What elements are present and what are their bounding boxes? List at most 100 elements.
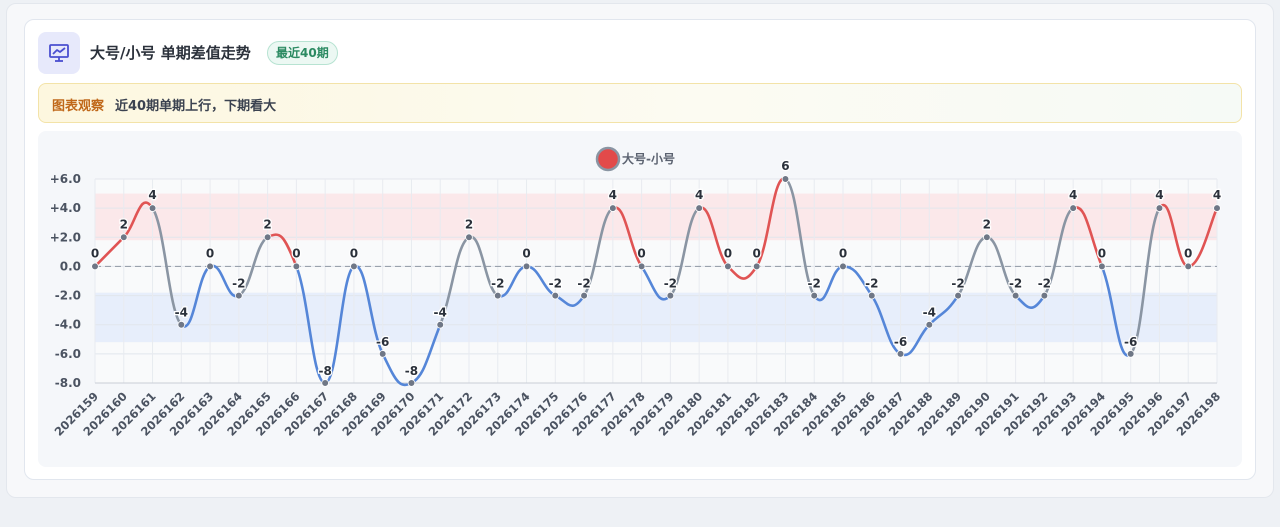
data-point [695, 204, 703, 212]
data-label: -2 [1009, 277, 1022, 291]
chart-area: +6.0 +4.0 +2.0 0.0 -2.0 -4.0 -6.0 -8.0 2026159 20… [38, 131, 1242, 467]
data-point [91, 262, 99, 271]
data-label: -2 [549, 277, 562, 291]
data-label: 0 [522, 246, 530, 260]
data-label: -6 [894, 335, 907, 349]
data-point [810, 291, 819, 300]
data-label: 4 [609, 188, 617, 202]
y-tick-label: +6.0 [50, 172, 81, 186]
data-point [177, 320, 186, 329]
series-line-segment [784, 177, 816, 297]
data-label: 0 [724, 246, 732, 260]
data-point [119, 233, 128, 242]
y-tick-label: +2.0 [50, 230, 81, 244]
observation-label: 图表观察 [52, 99, 105, 114]
observation-text: 近40期单期上行，下期看大 [115, 99, 277, 114]
series-line-segment [1158, 203, 1190, 268]
y-tick-label: -6.0 [55, 347, 81, 361]
data-point [983, 233, 991, 242]
data-label: -4 [434, 306, 447, 320]
data-point [724, 262, 732, 271]
y-tick-label: -8.0 [55, 376, 81, 390]
series-line-segment [323, 265, 356, 385]
data-point [609, 204, 617, 212]
y-tick-label: 0.0 [60, 259, 81, 273]
data-point [580, 291, 588, 300]
data-label: 4 [1069, 188, 1077, 202]
data-label: -6 [1124, 335, 1137, 349]
data-point [1040, 291, 1049, 300]
data-label: 0 [637, 246, 645, 260]
data-label: -6 [376, 335, 389, 349]
series-line-segment [669, 206, 701, 297]
line-chart: +6.0+4.0+2.00.0-2.0-4.0-6.0-8.0202615920… [50, 146, 1223, 439]
data-label: -2 [664, 277, 677, 291]
data-point [781, 175, 790, 183]
data-label: -4 [175, 306, 188, 320]
data-point [551, 291, 560, 300]
data-label: -2 [951, 277, 964, 291]
data-point [1126, 350, 1135, 358]
data-point [407, 379, 416, 387]
data-point [465, 233, 473, 242]
data-label: 0 [350, 246, 358, 260]
series-line-segment [151, 206, 183, 327]
data-point [637, 262, 646, 271]
data-point [235, 291, 243, 300]
data-point [206, 262, 214, 271]
data-point [666, 291, 675, 300]
data-point [954, 291, 962, 300]
legend-swatch [595, 146, 621, 172]
data-point [839, 262, 847, 271]
data-point [1011, 291, 1020, 300]
data-label: -2 [577, 277, 590, 291]
data-point [1184, 262, 1193, 271]
data-point [1155, 204, 1164, 212]
data-label: 0 [91, 246, 99, 260]
data-point [321, 379, 329, 387]
data-label: 2 [263, 217, 271, 231]
data-label: 2 [983, 217, 991, 231]
data-point [522, 262, 531, 271]
series-line-segment [295, 265, 327, 385]
data-label: 4 [1155, 188, 1163, 202]
period-badge: 最近40期 [267, 41, 338, 65]
series-line-segment [237, 235, 269, 297]
data-point [867, 291, 876, 300]
data-label: -8 [405, 364, 418, 378]
series-line-segment [1100, 265, 1132, 357]
band-lower [95, 292, 1217, 343]
data-label: 0 [753, 246, 761, 260]
data-point [752, 262, 761, 271]
data-point [148, 204, 157, 212]
data-label: 0 [206, 246, 214, 260]
series-line-segment [1043, 206, 1075, 297]
data-point [925, 320, 934, 329]
series-line-segment [726, 265, 758, 280]
series-line-segment [870, 294, 902, 356]
data-point [493, 291, 502, 300]
series-line-segment [122, 201, 154, 239]
chart-line-icon [38, 32, 80, 74]
y-tick-label: -2.0 [55, 289, 81, 303]
data-label: -2 [808, 277, 821, 291]
data-point [1213, 204, 1221, 212]
data-point [436, 320, 445, 329]
series-line-segment [180, 265, 212, 328]
data-label: -2 [865, 277, 878, 291]
data-point [350, 262, 358, 271]
data-point [1069, 204, 1077, 212]
data-label: 0 [1098, 246, 1106, 260]
data-label: -8 [318, 364, 331, 378]
data-label: -2 [491, 277, 504, 291]
data-label: 4 [148, 188, 156, 202]
data-label: 6 [781, 159, 789, 173]
data-label: 0 [292, 246, 300, 260]
data-label: 0 [839, 246, 847, 260]
data-label: 2 [465, 217, 473, 231]
page-title: 大号/小号 单期差值走势 [90, 44, 251, 62]
data-label: -4 [923, 306, 936, 320]
band-upper [95, 193, 1217, 241]
data-label: -2 [1038, 277, 1051, 291]
y-tick-label: +4.0 [50, 201, 81, 215]
